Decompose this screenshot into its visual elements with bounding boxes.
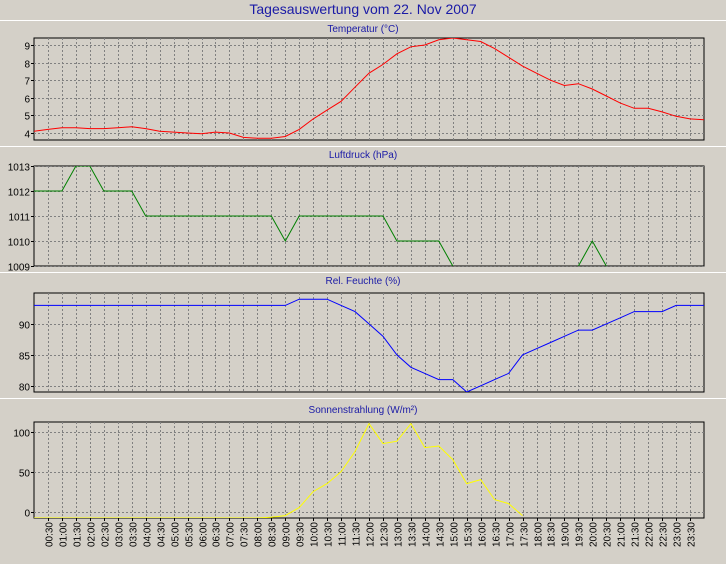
x-tick-label: 03:30 <box>129 522 140 547</box>
x-tick-label: 09:00 <box>282 522 293 547</box>
x-tick-label: 10:00 <box>310 522 321 547</box>
x-tick-label: 23:00 <box>673 522 684 547</box>
x-tick-label: 08:30 <box>268 522 279 547</box>
x-tick-label: 12:30 <box>380 522 391 547</box>
x-tick-label: 21:00 <box>617 522 628 547</box>
temperature-ytick-label: 7 <box>24 77 30 88</box>
x-tick-label: 11:30 <box>352 522 363 547</box>
temperature-ytick-label: 8 <box>24 60 30 71</box>
x-tick-label: 17:30 <box>520 522 531 547</box>
panel-divider-2 <box>0 146 726 147</box>
x-tick-label: 08:00 <box>254 522 265 547</box>
temperature-plot-frame <box>33 37 705 141</box>
x-tick-label: 02:30 <box>101 522 112 547</box>
solar-chart-title: Sonnenstrahlung (W/m²) <box>308 405 418 416</box>
humidity-ytick-label: 85 <box>19 352 31 363</box>
temperature-series-line <box>34 38 704 139</box>
x-tick-label: 06:00 <box>199 522 210 547</box>
x-tick-label: 17:00 <box>506 522 517 547</box>
humidity-series-line <box>34 298 704 392</box>
solar-ytick-label: 100 <box>13 429 30 440</box>
panel-divider-1 <box>0 20 726 21</box>
x-tick-label: 11:00 <box>338 522 349 547</box>
pressure-ytick-label: 1013 <box>8 163 31 174</box>
x-tick-label: 06:30 <box>212 522 223 547</box>
x-tick-label: 23:30 <box>687 522 698 547</box>
temperature-ytick-label: 6 <box>24 95 30 106</box>
solar-series-line <box>34 422 523 518</box>
x-tick-label: 18:00 <box>534 522 545 547</box>
x-tick-label: 15:00 <box>450 522 461 547</box>
x-tick-label: 21:30 <box>631 522 642 547</box>
x-tick-label: 07:00 <box>226 522 237 547</box>
x-tick-label: 05:00 <box>171 522 182 547</box>
pressure-ytick-label: 1010 <box>8 238 31 249</box>
x-tick-label: 22:00 <box>645 522 656 547</box>
x-tick-label: 18:30 <box>547 522 558 547</box>
x-tick-label: 10:30 <box>324 522 335 547</box>
x-tick-label: 05:30 <box>185 522 196 547</box>
x-tick-label: 20:30 <box>603 522 614 547</box>
x-tick-label: 00:30 <box>45 522 56 547</box>
x-tick-label: 02:00 <box>87 522 98 547</box>
x-tick-label: 13:30 <box>408 522 419 547</box>
x-tick-label: 19:30 <box>575 522 586 547</box>
pressure-chart-title: Luftdruck (hPa) <box>328 150 398 161</box>
x-tick-label: 14:30 <box>436 522 447 547</box>
x-tick-label: 01:00 <box>59 522 70 547</box>
x-tick-label: 04:30 <box>157 522 168 547</box>
x-tick-label: 15:30 <box>464 522 475 547</box>
pressure-ytick-label: 1011 <box>8 213 30 224</box>
solar-ytick-label: 50 <box>19 469 31 480</box>
humidity-chart-title: Rel. Feuchte (%) <box>325 276 401 287</box>
x-tick-label: 16:00 <box>478 522 489 547</box>
page-title: Tagesauswertung vom 22. Nov 2007 <box>249 1 477 17</box>
panel-divider-4 <box>0 398 726 399</box>
x-tick-label: 19:00 <box>561 522 572 547</box>
temperature-chart-title: Temperatur (°C) <box>327 24 399 35</box>
x-tick-label: 22:30 <box>659 522 670 547</box>
x-tick-label: 09:30 <box>296 522 307 547</box>
x-tick-label: 20:00 <box>589 522 600 547</box>
x-tick-label: 14:00 <box>422 522 433 547</box>
x-tick-label: 13:00 <box>394 522 405 547</box>
x-tick-label: 12:00 <box>366 522 377 547</box>
x-tick-label: 01:30 <box>73 522 84 547</box>
solar-ytick-label: 0 <box>24 509 30 520</box>
x-tick-label: 04:00 <box>143 522 154 547</box>
x-tick-label: 07:30 <box>240 522 251 547</box>
panel-divider-3 <box>0 272 726 273</box>
temperature-ytick-label: 5 <box>24 112 30 123</box>
temperature-ytick-label: 9 <box>24 42 30 53</box>
humidity-ytick-label: 90 <box>19 321 31 332</box>
x-tick-label: 03:00 <box>115 522 126 547</box>
pressure-series-line <box>34 166 608 266</box>
x-tick-label: 16:30 <box>492 522 503 547</box>
humidity-ytick-label: 80 <box>19 383 31 394</box>
pressure-ytick-label: 1012 <box>8 188 31 199</box>
pressure-ytick-label: 1009 <box>8 263 31 274</box>
temperature-ytick-label: 4 <box>24 130 30 141</box>
